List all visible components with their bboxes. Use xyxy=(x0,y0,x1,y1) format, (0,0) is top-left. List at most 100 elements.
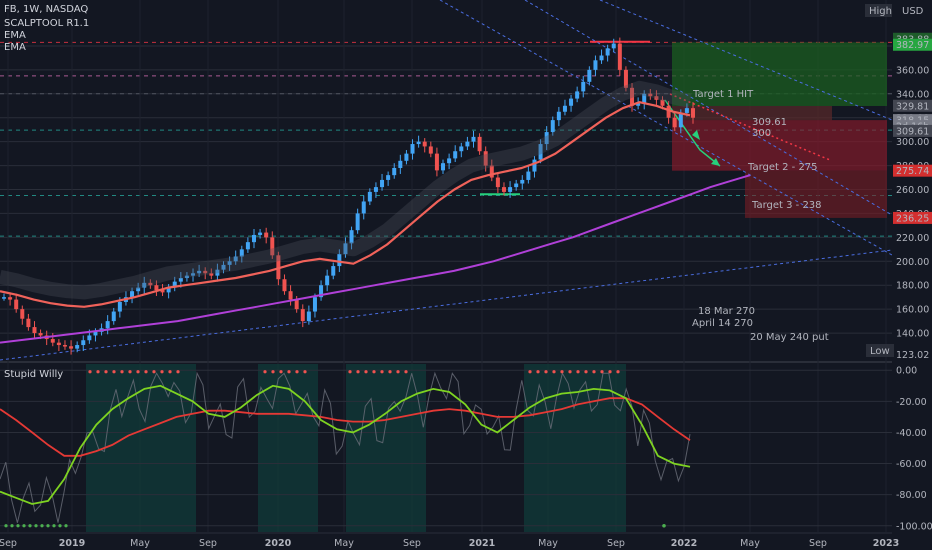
indicator-ema-2[interactable]: EMA xyxy=(4,42,26,53)
candle-body xyxy=(410,144,415,154)
candle-body xyxy=(282,279,287,292)
price-label-entry xyxy=(893,124,932,137)
low-label: Low xyxy=(870,346,890,357)
candle-body xyxy=(148,282,153,286)
candle-body xyxy=(398,160,403,168)
osc-signal-dot xyxy=(600,370,604,374)
candle-body xyxy=(684,108,689,113)
osc-signal-dot xyxy=(295,370,299,374)
osc-signal-dot xyxy=(536,370,540,374)
osc-signal-dot xyxy=(136,370,140,374)
candle-body xyxy=(556,111,561,121)
time-tick-label: 2020 xyxy=(265,538,292,549)
osc-signal-dot xyxy=(560,370,564,374)
candle-body xyxy=(191,273,196,276)
candle-body xyxy=(623,69,628,88)
time-tick-label: May xyxy=(334,538,354,549)
candle-body xyxy=(154,285,159,291)
candle-body xyxy=(245,242,250,250)
candle-body xyxy=(300,309,305,322)
trend-down-3 xyxy=(599,0,893,121)
time-tick-label: Sep xyxy=(403,538,421,549)
candle-body xyxy=(422,141,427,147)
candle-body xyxy=(672,117,677,128)
annotation-label: 309.61 xyxy=(752,117,787,128)
oscillator-zone xyxy=(524,364,626,532)
candle-body xyxy=(489,165,494,178)
candle-body xyxy=(319,285,324,298)
candle-body xyxy=(434,153,439,171)
candle-body xyxy=(69,346,74,349)
osc-signal-dot xyxy=(176,370,180,374)
candle-body xyxy=(251,234,256,243)
osc-signal-dot xyxy=(52,524,56,528)
candle-body xyxy=(373,187,378,192)
candle-body xyxy=(544,132,549,145)
osc-signal-dot xyxy=(144,370,148,374)
candle-body xyxy=(50,339,55,343)
candle-body xyxy=(20,309,25,319)
time-tick-label: 2019 xyxy=(59,538,85,549)
candle-body xyxy=(227,261,232,265)
osc-signal-dot xyxy=(4,524,8,528)
candle-body xyxy=(2,297,6,299)
indicator-ema-1[interactable]: EMA xyxy=(4,30,26,41)
price-label-target-top xyxy=(893,38,932,51)
osc-signal-dot xyxy=(576,370,580,374)
candle-body xyxy=(404,153,409,161)
candle-body xyxy=(526,171,531,180)
candle-body xyxy=(477,136,482,152)
candle-body xyxy=(32,327,37,334)
oscillator-title[interactable]: Stupid Willy xyxy=(4,369,63,380)
candle-body xyxy=(14,299,19,310)
osc-signal-dot xyxy=(88,370,92,374)
osc-tick-label: -60.00 xyxy=(896,459,927,470)
price-label-text: 382.97 xyxy=(896,40,929,51)
candle-body xyxy=(654,96,659,100)
osc-signal-dot xyxy=(348,370,352,374)
ema-lines xyxy=(0,80,751,344)
candle-body xyxy=(361,201,366,214)
currency-label[interactable]: USD xyxy=(902,6,924,17)
candle-body xyxy=(575,91,580,99)
symbol-title[interactable]: FB, 1W, NASDAQ xyxy=(4,4,88,15)
osc-signal-dot xyxy=(64,524,68,528)
annotation-label: April 14 270 xyxy=(692,318,753,329)
candle-body xyxy=(136,287,141,292)
candle-body xyxy=(611,43,616,49)
candle-body xyxy=(331,266,336,276)
candle-body xyxy=(428,146,433,154)
candle-body xyxy=(441,163,446,171)
candle-body xyxy=(166,287,171,293)
candle-body xyxy=(593,60,598,70)
candle-body xyxy=(38,333,43,336)
low-badge xyxy=(866,344,894,357)
arrow-head xyxy=(711,158,720,166)
candle-body xyxy=(666,105,671,118)
osc-signal-dot xyxy=(34,524,38,528)
osc-signal-dot xyxy=(152,370,156,374)
price-label-level-329 xyxy=(893,99,932,112)
price-label-low: 123.02 xyxy=(896,350,929,361)
high-label: High xyxy=(869,6,892,17)
candle-body xyxy=(203,270,208,274)
annotation-label: 18 Mar 270 xyxy=(698,306,755,317)
candle-body xyxy=(386,175,391,180)
candle-body xyxy=(605,48,610,56)
time-tick-label: Sep xyxy=(809,538,827,549)
candle-body xyxy=(648,93,653,97)
candle-body xyxy=(569,98,574,106)
candle-body xyxy=(581,81,586,92)
candle-body xyxy=(483,151,488,166)
candle-body xyxy=(312,297,317,312)
osc-signal-dot xyxy=(608,370,612,374)
osc-signal-dot xyxy=(568,370,572,374)
price-label-text: 275.74 xyxy=(896,166,929,177)
indicator-scalptool[interactable]: SCALPTOOL R1.1 xyxy=(4,18,89,29)
candle-body xyxy=(233,256,238,262)
candle-body xyxy=(93,331,98,336)
osc-signal-dot xyxy=(22,524,26,528)
time-tick-label: Sep xyxy=(199,538,217,549)
candle-body xyxy=(508,187,513,192)
